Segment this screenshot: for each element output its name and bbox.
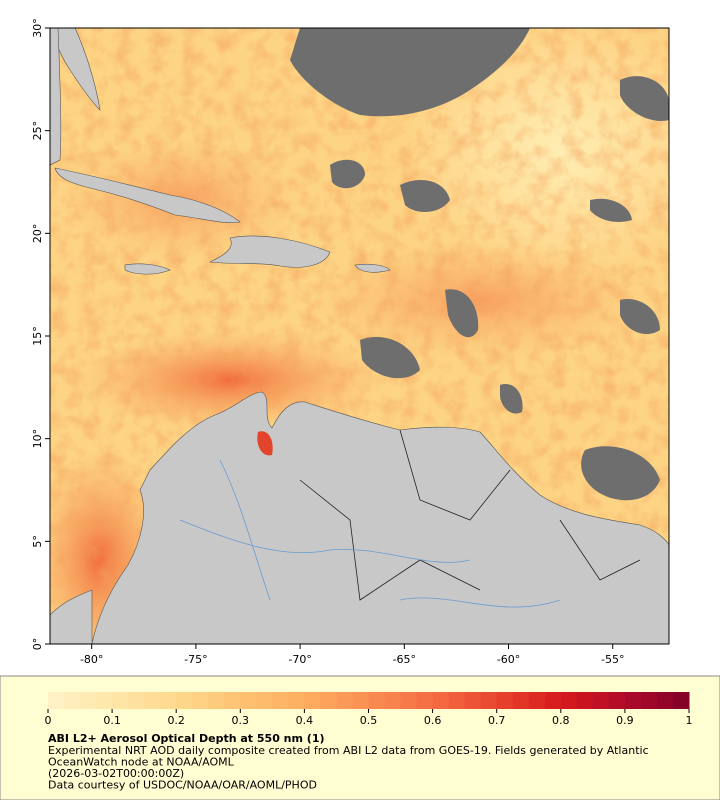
colorbar-cell: [48, 692, 65, 709]
colorbar-cell: [560, 692, 578, 709]
x-tick-label: -65°: [393, 653, 416, 666]
land: [91, 391, 669, 644]
caption-line: Data courtesy of USDOC/NOAA/OAR/AOML/PHO…: [48, 779, 317, 792]
colorbar-cell: [592, 692, 610, 709]
colorbar-cell: [480, 692, 498, 709]
cloud: [290, 28, 530, 117]
colorbar-cell: [224, 692, 241, 709]
land: [124, 263, 171, 275]
cloud: [620, 299, 660, 335]
colorbar-cell: [256, 692, 273, 709]
x-tick-label: -60°: [497, 653, 520, 666]
cloud: [330, 159, 365, 189]
colorbar-cell: [496, 692, 514, 709]
y-tick-label: 25°: [31, 121, 44, 141]
caption-line: Experimental NRT AOD daily composite cre…: [48, 744, 649, 757]
cloud: [500, 384, 523, 414]
colorbar-cell: [112, 692, 129, 709]
y-tick-label: 15°: [31, 326, 44, 346]
cloud: [590, 198, 632, 222]
colorbar-cell: [672, 692, 690, 709]
colorbar-tick-label: 0: [45, 714, 52, 727]
colorbar-cell: [608, 692, 626, 709]
colorbar-cell: [64, 692, 81, 709]
colorbar-cell: [640, 692, 658, 709]
colorbar-cell: [656, 692, 674, 709]
cloud: [400, 180, 450, 212]
colorbar: 0 0.1 0.2 0.3 0.4 0.5 0.6 0.7 0.8 0.9 1: [45, 692, 693, 727]
colorbar-cell: [384, 692, 402, 709]
caption-line: (2026-03-02T00:00:00Z): [48, 767, 184, 780]
land: [54, 167, 241, 223]
land: [354, 263, 391, 273]
colorbar-tick-label: 0.9: [616, 714, 634, 727]
colorbar-tick-label: 0.4: [296, 714, 314, 727]
colorbar-cell: [272, 692, 289, 709]
y-tick-label: 30°: [31, 18, 44, 38]
colorbar-cell: [304, 692, 321, 709]
land: [50, 28, 101, 111]
colorbar-cell: [336, 692, 353, 709]
colorbar-cell: [176, 692, 193, 709]
colorbar-cell: [448, 692, 466, 709]
colorbar-tick-label: 0.6: [424, 714, 442, 727]
cloud: [620, 76, 669, 121]
x-tick-label: -55°: [601, 653, 624, 666]
colorbar-cell: [80, 692, 97, 709]
colorbar-cell: [96, 692, 113, 709]
border: [299, 429, 641, 601]
colorbar-cell: [432, 692, 450, 709]
land: [208, 235, 331, 268]
colorbar-cell: [528, 692, 546, 709]
colorbar-cell: [352, 692, 369, 709]
cloud: [360, 336, 420, 379]
x-tick-label: -75°: [184, 653, 207, 666]
x-tick-label: -80°: [80, 653, 103, 666]
land: [50, 589, 93, 644]
cloud: [581, 446, 660, 501]
land: [50, 28, 62, 166]
colorbar-cell: [192, 692, 209, 709]
colorbar-cell: [368, 692, 386, 709]
y-tick-label: 5°: [31, 535, 44, 548]
colorbar-cell: [288, 692, 305, 709]
y-tick-label: 10°: [31, 429, 44, 449]
y-tick-label: 20°: [31, 224, 44, 244]
colorbar-cell: [512, 692, 530, 709]
colorbar-cell: [544, 692, 562, 709]
colorbar-cell: [128, 692, 145, 709]
colorbar-cell: [208, 692, 225, 709]
cloud: [445, 289, 479, 338]
colorbar-cell: [464, 692, 482, 709]
colorbar-tick-label: 1: [686, 714, 693, 727]
map-area: [50, 28, 669, 644]
colorbar-cell: [576, 692, 594, 709]
colorbar-tick-label: 0.8: [552, 714, 570, 727]
caption-line: OceanWatch node at NOAA/AOML: [48, 756, 235, 769]
colorbar-tick-label: 0.5: [360, 714, 378, 727]
colorbar-tick-label: 0.1: [103, 714, 121, 727]
colorbar-cell: [240, 692, 257, 709]
colorbar-tick-label: 0.2: [167, 714, 185, 727]
y-tick-label: 0°: [31, 638, 44, 651]
lake: [257, 431, 273, 456]
colorbar-cell: [400, 692, 418, 709]
river: [179, 459, 561, 608]
x-tick-label: -70°: [288, 653, 311, 666]
colorbar-cell: [160, 692, 177, 709]
colorbar-tick-label: 0.7: [488, 714, 506, 727]
caption-title: ABI L2+ Aerosol Optical Depth at 550 nm …: [48, 732, 325, 745]
colorbar-cell: [144, 692, 161, 709]
colorbar-cell: [320, 692, 337, 709]
colorbar-cell: [416, 692, 434, 709]
colorbar-tick-label: 0.3: [232, 714, 250, 727]
colorbar-cell: [624, 692, 642, 709]
